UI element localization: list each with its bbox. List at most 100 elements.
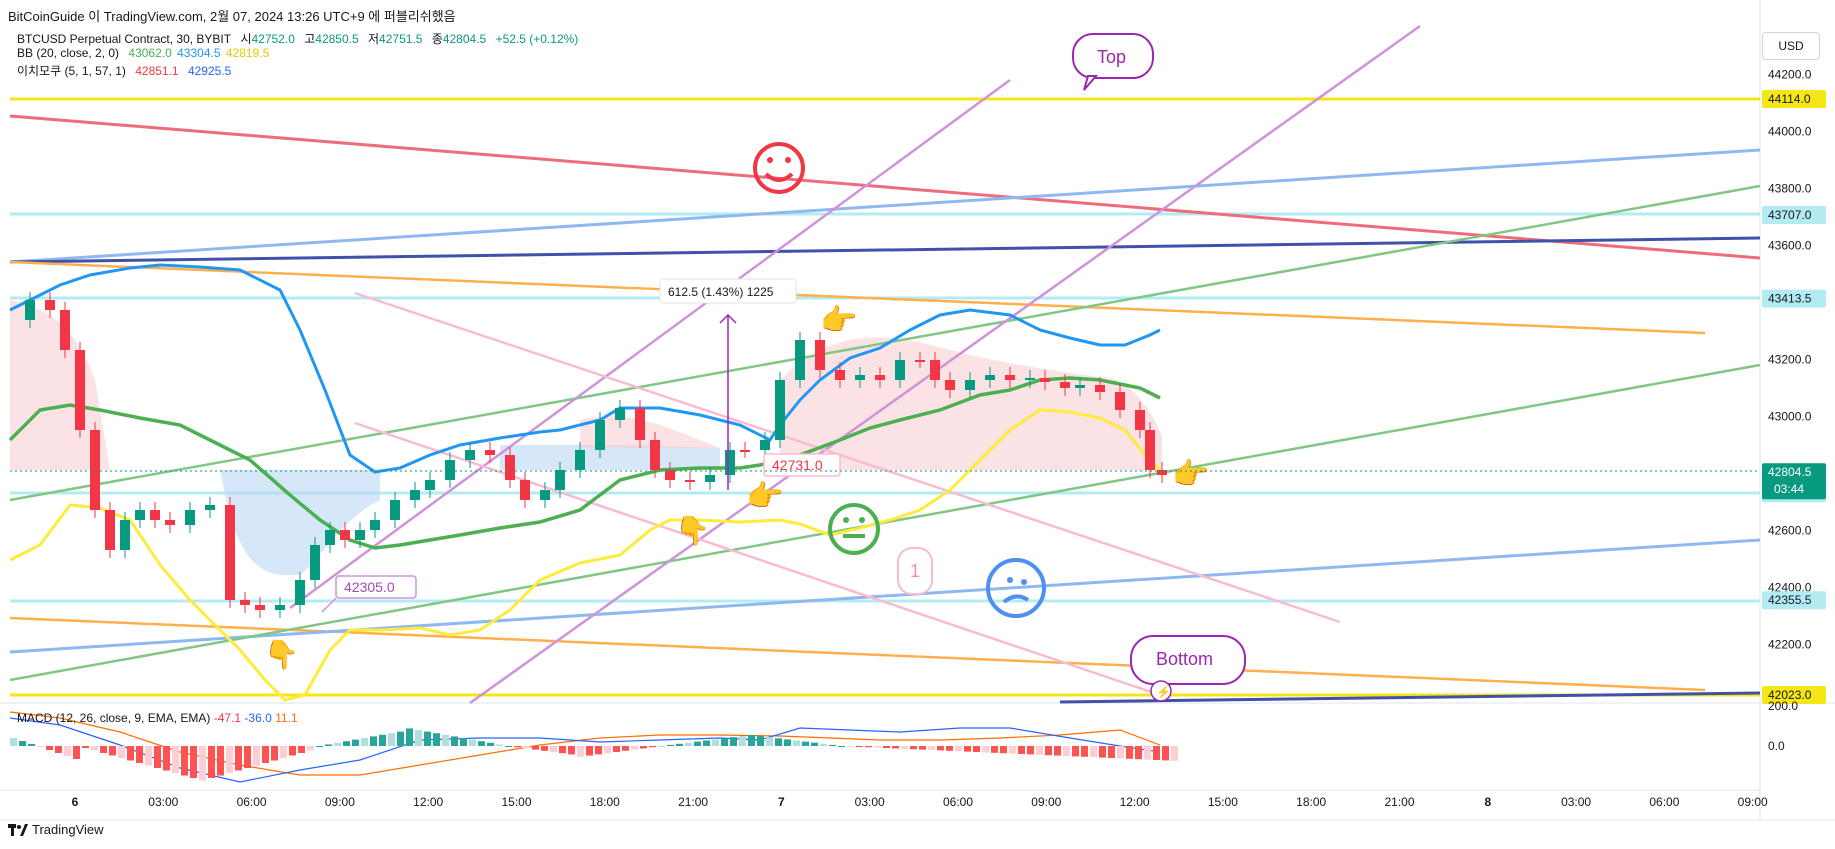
candle-body[interactable] <box>1005 375 1015 380</box>
candle-body[interactable] <box>465 450 475 460</box>
candle-body[interactable] <box>370 520 380 530</box>
candle-body[interactable] <box>895 360 905 380</box>
candle-body[interactable] <box>165 520 175 525</box>
candle-body[interactable] <box>1075 385 1085 388</box>
price-badge <box>1762 289 1826 308</box>
candle-body[interactable] <box>325 530 335 545</box>
candle-body[interactable] <box>740 450 750 452</box>
candle-body[interactable] <box>1135 410 1145 430</box>
time-axis-label: 21:00 <box>678 795 708 809</box>
ichimoku-value-b: 42925.5 <box>187 64 232 78</box>
candle-body[interactable] <box>1095 385 1105 392</box>
candle-body[interactable] <box>45 300 55 310</box>
candle-body[interactable] <box>1060 382 1070 388</box>
candle-body[interactable] <box>725 450 735 475</box>
candle-body[interactable] <box>135 510 145 520</box>
time-axis-label: 18:00 <box>590 795 620 809</box>
time-axis-label: 15:00 <box>1208 795 1238 809</box>
candle-body[interactable] <box>225 505 235 600</box>
time-axis-label: 09:00 <box>325 795 355 809</box>
candle-body[interactable] <box>355 530 365 540</box>
candle-body[interactable] <box>855 375 865 380</box>
publish-info: BitCoinGuide 이 TradingView.com, 2월 07, 2… <box>8 9 456 24</box>
time-axis-label: 12:00 <box>1120 795 1150 809</box>
candle-body[interactable] <box>930 360 940 380</box>
price-badge-label: 43413.5 <box>1768 292 1812 306</box>
candle-body[interactable] <box>310 545 320 580</box>
candle-body[interactable] <box>445 460 455 480</box>
ichimoku-value-a: 42851.1 <box>135 64 179 78</box>
candle-body[interactable] <box>1145 430 1155 470</box>
candle-body[interactable] <box>90 430 100 510</box>
countdown-label: 03:44 <box>1774 482 1804 496</box>
time-axis-label: 7 <box>778 795 785 809</box>
candle-body[interactable] <box>505 455 515 480</box>
time-axis-label: 8 <box>1484 795 1491 809</box>
price-tick-label: 43000.0 <box>1768 410 1812 424</box>
candle-body[interactable] <box>760 440 770 450</box>
candle-body[interactable] <box>60 310 70 350</box>
candle-body[interactable] <box>75 350 85 430</box>
candle-body[interactable] <box>685 480 695 482</box>
price-tick-label: 42400.0 <box>1768 581 1812 595</box>
candle-body[interactable] <box>255 605 265 610</box>
time-axis-label: 03:00 <box>148 795 178 809</box>
ohlc-high: 고42850.5 <box>304 32 359 46</box>
price-tick-label: 44200.0 <box>1768 67 1812 81</box>
candle-body[interactable] <box>275 605 285 610</box>
price-badge <box>1762 90 1826 108</box>
candle-body[interactable] <box>520 480 530 500</box>
candle-body[interactable] <box>410 490 420 500</box>
candle-body[interactable] <box>775 380 785 440</box>
macd-tick-label: 200.0 <box>1768 699 1798 713</box>
candle-body[interactable] <box>105 510 115 550</box>
candle-body[interactable] <box>185 510 195 525</box>
price-tick-label: 43800.0 <box>1768 181 1812 195</box>
candle-body[interactable] <box>25 300 35 320</box>
candle-body[interactable] <box>340 530 350 540</box>
candle-body[interactable] <box>665 470 675 480</box>
ichimoku-label: 이치모쿠 (5, 1, 57, 1) <box>17 64 126 78</box>
candle-body[interactable] <box>875 375 885 380</box>
candle-body[interactable] <box>915 360 925 362</box>
candle-body[interactable] <box>425 480 435 490</box>
currency-button[interactable]: USD <box>1762 32 1820 60</box>
price-tick-label: 44000.0 <box>1768 124 1812 138</box>
candle-body[interactable] <box>595 420 605 450</box>
candle-body[interactable] <box>575 450 585 470</box>
ohlc-open: 시42752.0 <box>240 32 295 46</box>
candle-body[interactable] <box>635 408 645 440</box>
candle-body[interactable] <box>985 375 995 380</box>
candle-body[interactable] <box>540 490 550 500</box>
candle-body[interactable] <box>945 380 955 390</box>
candle-body[interactable] <box>815 340 825 370</box>
price-tick-label: 42600.0 <box>1768 524 1812 538</box>
ichimoku-legend[interactable]: 이치모쿠 (5, 1, 57, 1) 42851.1 42925.5 <box>17 62 237 79</box>
candle-body[interactable] <box>965 380 975 390</box>
candle-body[interactable] <box>150 510 160 520</box>
candle-body[interactable] <box>120 520 130 550</box>
candle-body[interactable] <box>650 440 660 470</box>
candle-body[interactable] <box>615 408 625 420</box>
candle-body[interactable] <box>240 600 250 605</box>
candle-body[interactable] <box>1157 470 1167 475</box>
candle-body[interactable] <box>835 370 845 380</box>
candle-body[interactable] <box>795 340 805 380</box>
macd-legend: MACD (12, 26, close, 9, EMA, EMA) -47.1 … <box>17 711 298 725</box>
time-axis-label: 6 <box>72 795 79 809</box>
candle-body[interactable] <box>485 450 495 455</box>
time-axis-label: 06:00 <box>943 795 973 809</box>
candle-body[interactable] <box>390 500 400 520</box>
candle-body[interactable] <box>1040 378 1050 382</box>
candle-body[interactable] <box>1115 392 1125 410</box>
candle-body[interactable] <box>705 475 715 482</box>
bb-legend[interactable]: BB (20, close, 2, 0) 43062.0 43304.5 428… <box>17 46 275 60</box>
candle-body[interactable] <box>295 580 305 605</box>
time-axis-label: 18:00 <box>1296 795 1326 809</box>
candle-body[interactable] <box>205 505 215 510</box>
time-axis-label: 06:00 <box>1649 795 1679 809</box>
candle-body[interactable] <box>1025 378 1035 380</box>
candle-body[interactable] <box>555 470 565 490</box>
